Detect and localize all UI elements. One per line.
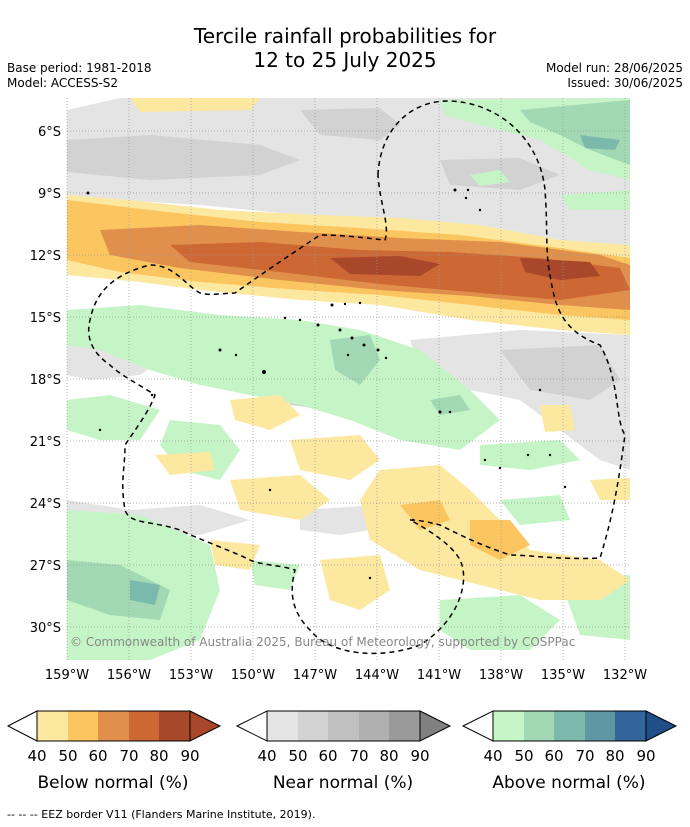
eez-footnote: -- -- -- EEZ border V11 (Flanders Marine… <box>7 808 316 821</box>
colorbar-tick: 70 <box>119 747 138 765</box>
colorbar-swatch <box>328 711 359 741</box>
colorbar-swatch <box>493 711 524 741</box>
colorbar-tick: 50 <box>58 747 77 765</box>
lon-label: 147°W <box>293 668 337 683</box>
colorbar-swatch <box>159 711 190 741</box>
colorbar-titles: Below normal (%) Near normal (%) Above n… <box>38 773 646 793</box>
longitude-labels: 159°W 156°W 153°W 150°W 147°W 144°W 141°… <box>45 668 647 683</box>
colorbar-near <box>235 710 452 742</box>
colorbar-tick: 80 <box>605 747 624 765</box>
lon-label: 150°W <box>231 668 275 683</box>
colorbar-tick: 50 <box>514 747 533 765</box>
latitude-labels: 6°S 9°S 12°S 15°S 18°S 21°S 24°S 27°S 30… <box>30 125 61 636</box>
colorbar-tick: 80 <box>379 747 398 765</box>
meta-right: Model run: 28/06/2025 Issued: 30/06/2025 <box>546 61 683 91</box>
colorbar-swatch <box>615 711 646 741</box>
colorbar-swatch <box>554 711 585 741</box>
colorbar-tick: 90 <box>180 747 199 765</box>
map-title: Tercile rainfall probabilities for 12 to… <box>0 24 690 72</box>
lat-label: 21°S <box>30 435 61 450</box>
graticule <box>66 98 630 660</box>
lat-label: 30°S <box>30 621 61 636</box>
lon-label: 135°W <box>541 668 585 683</box>
colorbar-swatch <box>37 711 68 741</box>
colorbar-tick: 40 <box>27 747 46 765</box>
colorbar-title-above: Above normal (%) <box>492 773 645 793</box>
colorbar-title-near: Near normal (%) <box>273 773 413 793</box>
colorbar-tick: 70 <box>575 747 594 765</box>
colorbar-swatch <box>267 711 298 741</box>
lat-label: 12°S <box>30 249 61 264</box>
lon-label: 132°W <box>603 668 647 683</box>
base-period: Base period: 1981-2018 <box>7 61 152 75</box>
colorbar-tick: 40 <box>257 747 276 765</box>
colorbar-title-below: Below normal (%) <box>38 773 189 793</box>
colorbar-swatch <box>298 711 328 741</box>
colorbar-tick: 80 <box>149 747 168 765</box>
lat-label: 15°S <box>30 311 61 326</box>
colorbar-tick: 60 <box>544 747 563 765</box>
islands <box>86 188 567 580</box>
colorbar-swatch <box>389 711 420 741</box>
lat-label: 27°S <box>30 559 61 574</box>
lat-label: 18°S <box>30 373 61 388</box>
copyright-notice: © Commonwealth of Australia 2025, Bureau… <box>70 635 575 649</box>
colorbar-tick: 40 <box>483 747 502 765</box>
lon-label: 153°W <box>169 668 213 683</box>
meta-left: Base period: 1981-2018 Model: ACCESS-S2 <box>7 61 152 91</box>
issued-date: Issued: 30/06/2025 <box>567 76 683 90</box>
colorbar-swatch <box>129 711 159 741</box>
colorbar-ticks: 40 50 60 70 80 90 40 50 60 70 80 90 40 5… <box>27 747 655 765</box>
lat-label: 24°S <box>30 497 61 512</box>
lon-label: 159°W <box>45 668 89 683</box>
model-name: Model: ACCESS-S2 <box>7 76 119 90</box>
colorbar-swatch <box>524 711 554 741</box>
lat-label: 6°S <box>38 125 61 140</box>
colorbar-swatch <box>359 711 389 741</box>
title-line-1: Tercile rainfall probabilities for <box>193 24 497 48</box>
model-run: Model run: 28/06/2025 <box>545 61 683 75</box>
colorbar-swatch <box>98 711 129 741</box>
colorbar-tick: 60 <box>88 747 107 765</box>
colorbar-above <box>461 710 678 742</box>
colorbar-tick: 50 <box>288 747 307 765</box>
title-line-2: 12 to 25 July 2025 <box>253 48 437 72</box>
colorbar-below <box>6 710 222 742</box>
colorbar-swatch <box>68 711 98 741</box>
colorbar-tick: 60 <box>318 747 337 765</box>
lon-label: 141°W <box>417 668 461 683</box>
colorbar-tick: 70 <box>349 747 368 765</box>
colorbar-tick: 90 <box>636 747 655 765</box>
lon-label: 156°W <box>107 668 151 683</box>
eez-borders <box>88 100 626 655</box>
lon-label: 144°W <box>355 668 399 683</box>
lon-label: 138°W <box>479 668 523 683</box>
lat-label: 9°S <box>38 187 61 202</box>
colorbar-tick: 90 <box>410 747 429 765</box>
colorbar-swatch <box>585 711 615 741</box>
